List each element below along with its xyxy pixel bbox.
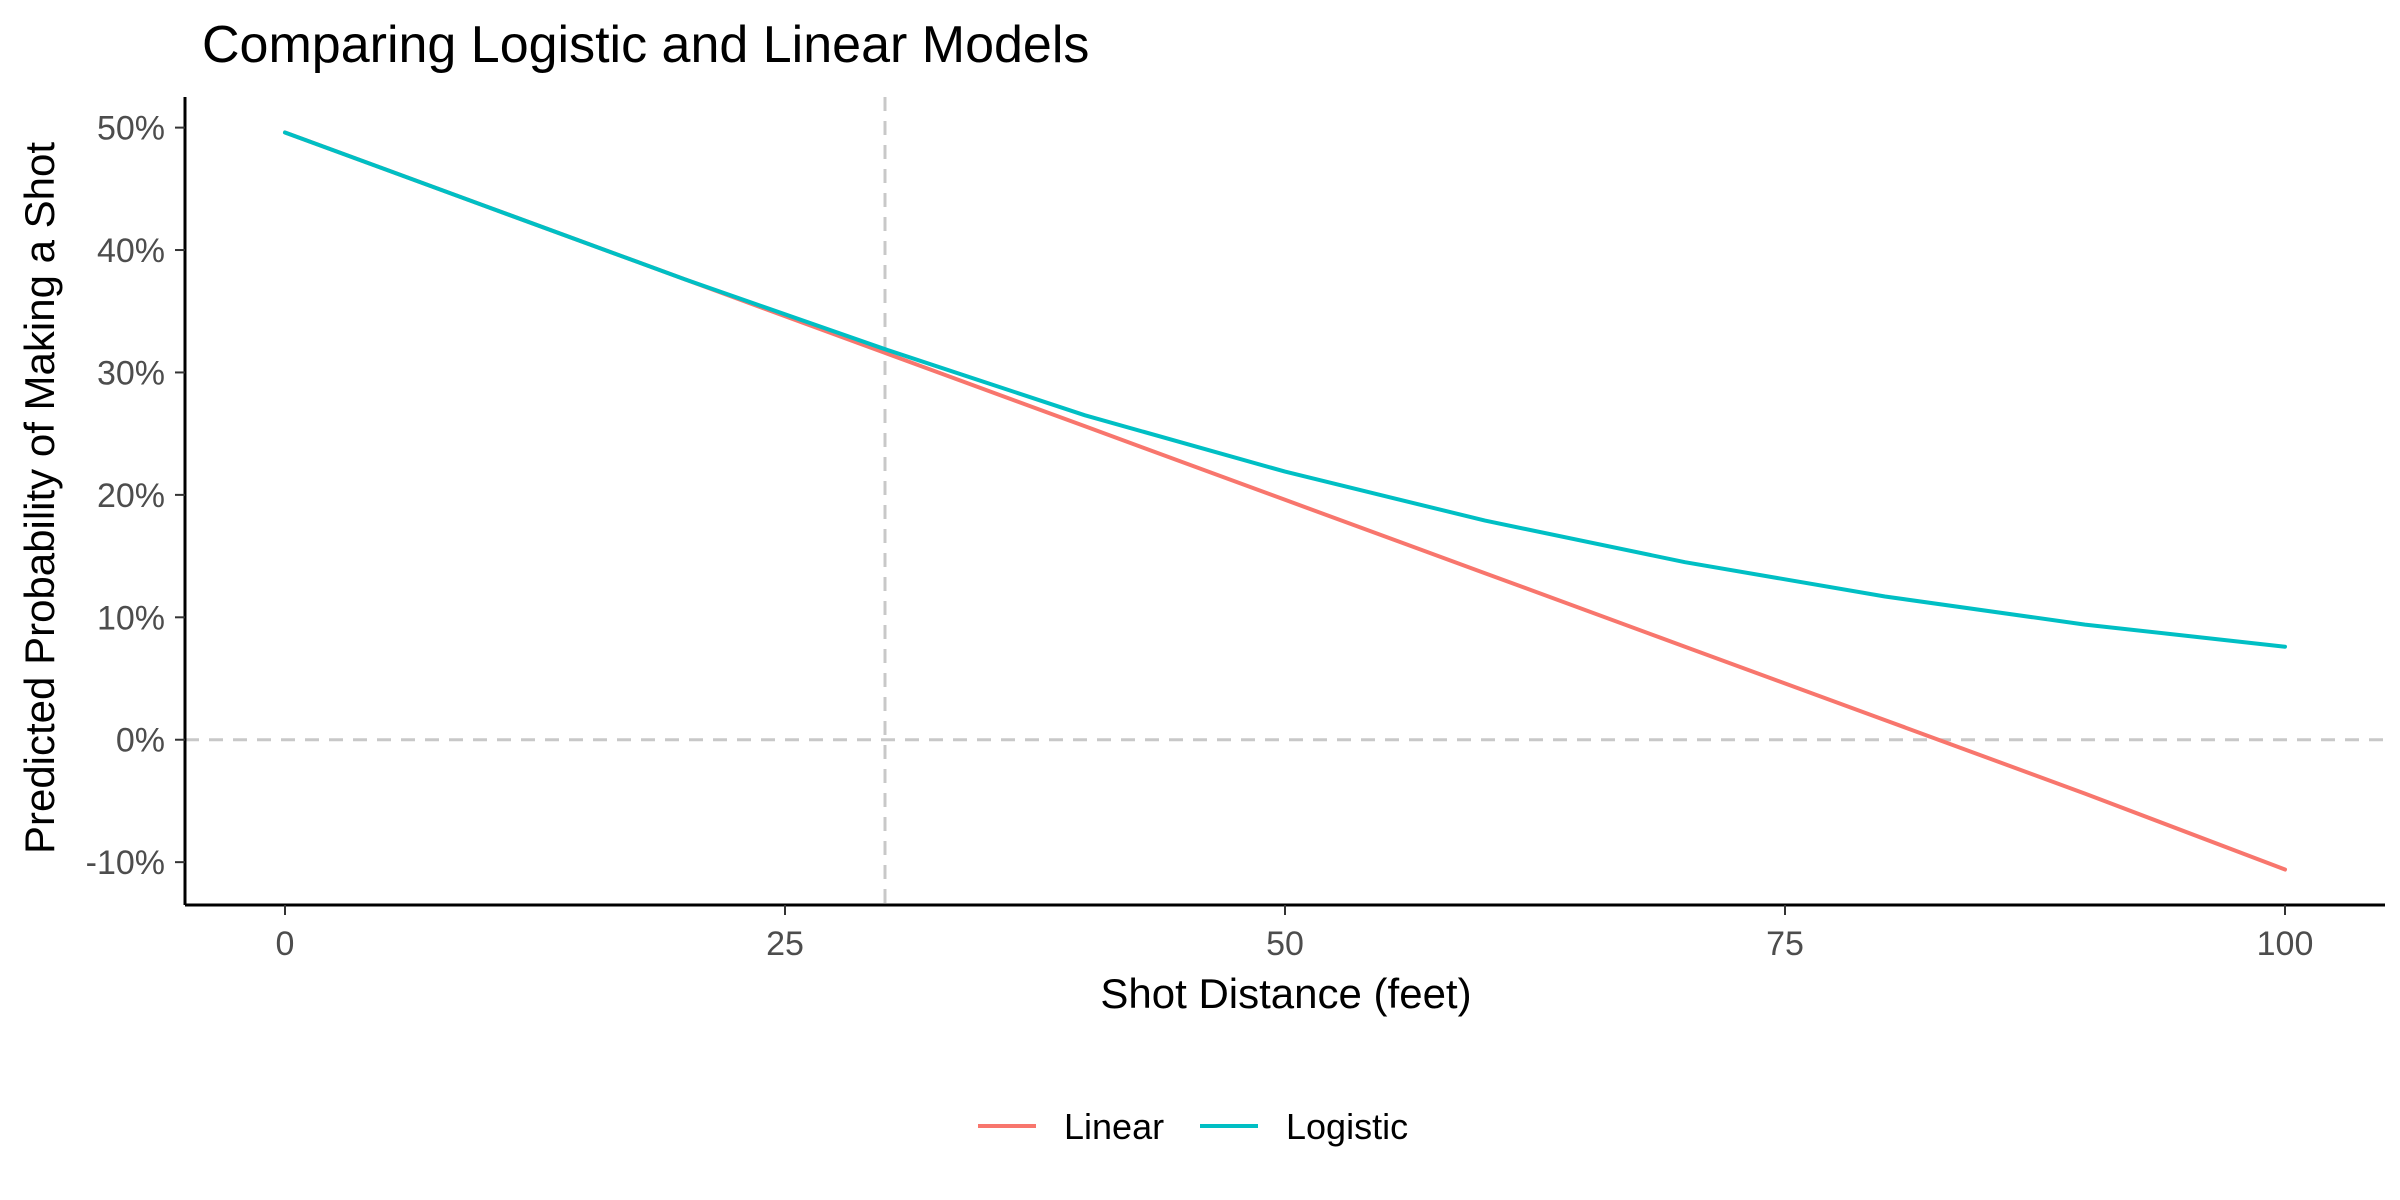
y-tick-label: -10%	[86, 844, 165, 882]
series-line-logistic	[283, 130, 2287, 649]
legend-label: Logistic	[1286, 1106, 1408, 1147]
x-tick-label: 75	[1766, 925, 1804, 963]
y-tick-label: 20%	[97, 477, 165, 515]
y-axis-ticks: -10% 0% 10% 20% 30% 40% 50%	[86, 110, 185, 882]
legend-label: Linear	[1064, 1106, 1164, 1147]
x-tick-label: 0	[276, 925, 295, 963]
x-tick-label: 25	[766, 925, 804, 963]
y-axis-title: Predicted Probability of Making a Shot	[16, 142, 63, 854]
legend-item-linear: Linear	[978, 1106, 1164, 1147]
legend: Linear Logistic	[978, 1106, 1408, 1147]
chart-title: Comparing Logistic and Linear Models	[202, 16, 1089, 74]
y-tick-label: 10%	[97, 599, 165, 637]
x-axis-ticks: 0 25 50 75 100	[276, 905, 2314, 963]
x-axis-title: Shot Distance (feet)	[1100, 970, 1471, 1017]
series-lines	[283, 130, 2287, 872]
x-tick-label: 50	[1266, 925, 1304, 963]
y-tick-label: 40%	[97, 232, 165, 270]
x-tick-label: 100	[2257, 925, 2314, 963]
y-tick-label: 30%	[97, 354, 165, 392]
reference-lines	[185, 97, 2385, 905]
y-tick-label: 50%	[97, 110, 165, 148]
legend-item-logistic: Logistic	[1200, 1106, 1408, 1147]
y-tick-label: 0%	[116, 722, 165, 760]
